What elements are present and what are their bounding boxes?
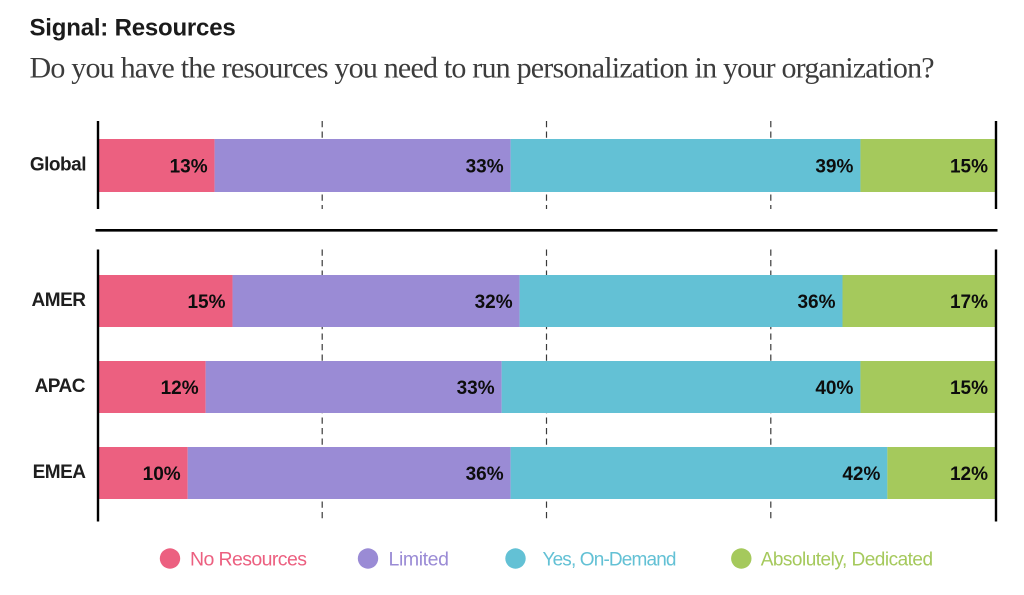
svg-text:33%: 33% — [457, 378, 495, 399]
svg-text:33%: 33% — [466, 157, 504, 178]
svg-text:AMER: AMER — [32, 290, 87, 311]
svg-text:36%: 36% — [797, 292, 835, 313]
svg-text:Global: Global — [30, 155, 86, 176]
svg-text:12%: 12% — [950, 464, 988, 485]
svg-text:15%: 15% — [187, 292, 225, 313]
svg-text:No Resources: No Resources — [190, 549, 307, 571]
svg-text:Limited: Limited — [389, 549, 449, 571]
svg-text:10%: 10% — [143, 464, 181, 485]
svg-text:32%: 32% — [475, 292, 513, 313]
svg-text:39%: 39% — [815, 157, 853, 178]
svg-text:Yes, On-Demand: Yes, On-Demand — [543, 550, 676, 571]
svg-text:Signal: Resources: Signal: Resources — [30, 15, 236, 42]
svg-text:Do you have the resources you: Do you have the resources you need to ru… — [30, 52, 935, 85]
svg-text:15%: 15% — [950, 378, 988, 399]
svg-text:17%: 17% — [950, 292, 988, 313]
svg-text:36%: 36% — [466, 464, 504, 485]
svg-text:13%: 13% — [170, 157, 208, 178]
svg-text:Absolutely, Dedicated: Absolutely, Dedicated — [761, 550, 933, 571]
svg-text:40%: 40% — [815, 378, 853, 399]
svg-text:APAC: APAC — [35, 376, 86, 397]
svg-text:EMEA: EMEA — [33, 462, 87, 483]
svg-text:15%: 15% — [950, 157, 988, 178]
svg-text:42%: 42% — [842, 464, 880, 485]
svg-text:12%: 12% — [161, 378, 199, 399]
